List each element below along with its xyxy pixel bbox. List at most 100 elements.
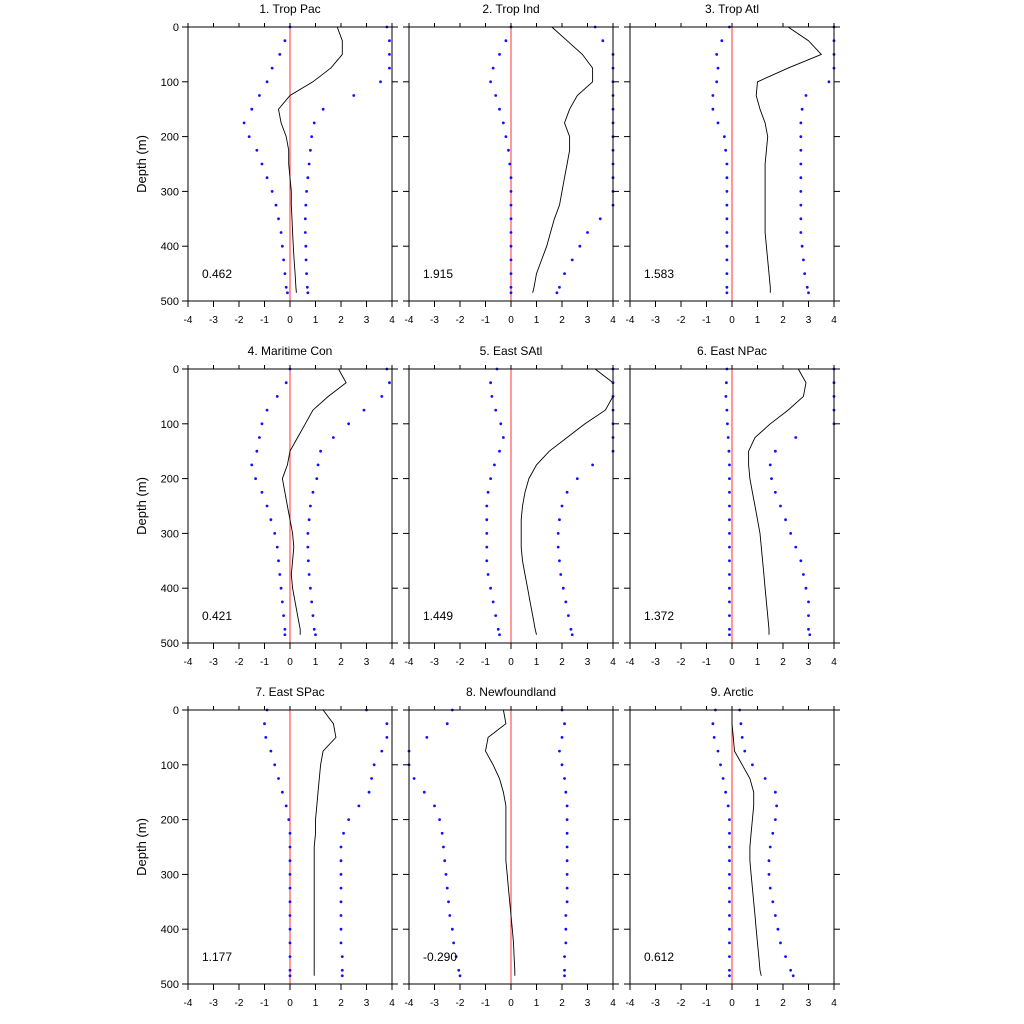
x-tick-label: 4 bbox=[610, 998, 616, 1009]
upper-bound-point bbox=[307, 573, 311, 576]
upper-bound-point bbox=[807, 291, 810, 295]
y-tick-label: 100 bbox=[161, 760, 179, 772]
x-tick-label: -1 bbox=[481, 315, 490, 326]
lower-bound-point bbox=[258, 94, 261, 97]
lower-bound-point bbox=[273, 763, 277, 767]
upper-bound-point bbox=[794, 545, 798, 549]
lower-bound-point bbox=[721, 777, 725, 780]
panel-annotation: 0.612 bbox=[644, 950, 674, 964]
upper-bound-point bbox=[306, 559, 310, 563]
upper-bound-point bbox=[372, 763, 376, 767]
lower-bound-point bbox=[260, 490, 264, 494]
mean-profile-line bbox=[281, 368, 347, 635]
upper-bound-point bbox=[306, 291, 310, 295]
panel-1: 1. Trop Pac 0 100 200 300 400 500 -4 -3 -2 -1 0 1 2 3 4… bbox=[134, 2, 398, 326]
lower-bound-point bbox=[286, 291, 289, 295]
lower-bound-point bbox=[269, 749, 273, 753]
upper-bound-point bbox=[569, 627, 573, 631]
x-tick-label: -4 bbox=[184, 315, 193, 326]
x-tick-label: 0 bbox=[287, 315, 293, 326]
upper-bound-point bbox=[339, 859, 343, 863]
lower-bound-point bbox=[283, 39, 287, 43]
y-tick-label: 300 bbox=[161, 528, 179, 540]
lower-bound-point bbox=[728, 614, 731, 617]
lower-bound-point bbox=[716, 66, 720, 70]
upper-bound-point bbox=[304, 244, 308, 248]
upper-bound-point bbox=[380, 749, 384, 753]
upper-bound-point bbox=[565, 818, 569, 821]
lower-bound-point bbox=[440, 831, 444, 835]
lower-bound-point bbox=[288, 845, 292, 849]
panel-4: 4. Maritime Con 0 100 200 300 400 500 -4 -3 -2 -1 0… bbox=[134, 344, 398, 668]
x-tick-label: 1 bbox=[534, 998, 540, 1009]
lower-bound-point bbox=[288, 941, 292, 945]
lower-bound-point bbox=[277, 559, 280, 563]
lower-bound-point bbox=[260, 162, 264, 166]
upper-bound-point bbox=[339, 914, 343, 917]
lower-bound-point bbox=[280, 244, 284, 248]
x-tick-label: 3 bbox=[364, 657, 370, 668]
lower-bound-point bbox=[288, 873, 292, 876]
lower-bound-point bbox=[279, 586, 283, 590]
lower-bound-point bbox=[288, 927, 292, 931]
upper-bound-point bbox=[799, 135, 803, 139]
mean-profile-line bbox=[731, 710, 762, 976]
panel-6: 6. East NPac -4 -3 -2 -1 0 1 2 3 4 1.372 bbox=[624, 344, 840, 668]
y-tick-label: 100 bbox=[161, 77, 179, 89]
upper-bound-point bbox=[303, 217, 307, 221]
upper-bound-point bbox=[773, 914, 777, 917]
lower-bound-point bbox=[504, 39, 508, 43]
upper-bound-point bbox=[804, 94, 808, 97]
upper-bound-point bbox=[560, 736, 564, 739]
x-tick-label: -4 bbox=[626, 998, 635, 1009]
lower-bound-point bbox=[728, 873, 731, 876]
lower-bound-point bbox=[280, 790, 284, 794]
lower-bound-point bbox=[509, 190, 513, 193]
upper-bound-point bbox=[808, 633, 812, 637]
lower-bound-point bbox=[728, 914, 731, 917]
upper-bound-point bbox=[558, 518, 561, 522]
lower-bound-point bbox=[508, 162, 512, 166]
x-tick-label: -1 bbox=[260, 315, 269, 326]
x-tick-label: -2 bbox=[456, 315, 465, 326]
x-tick-label: 1 bbox=[755, 998, 761, 1009]
lower-bound-point bbox=[288, 974, 292, 978]
lower-bound-point bbox=[274, 203, 278, 207]
upper-bound-point bbox=[773, 490, 777, 494]
upper-bound-point bbox=[319, 449, 322, 453]
upper-bound-point bbox=[379, 80, 382, 84]
upper-bound-point bbox=[773, 790, 777, 794]
panel-annotation: 0.421 bbox=[202, 609, 232, 623]
x-tick-label: -3 bbox=[430, 998, 439, 1009]
lower-bound-point bbox=[280, 600, 284, 604]
lower-bound-point bbox=[725, 285, 729, 289]
upper-bound-point bbox=[339, 900, 343, 904]
lower-bound-point bbox=[250, 463, 254, 467]
x-tick-label: 4 bbox=[389, 657, 395, 668]
panel-annotation: 1.449 bbox=[423, 609, 453, 623]
x-tick-label: 1 bbox=[313, 315, 319, 326]
lower-bound-point bbox=[728, 477, 731, 480]
x-tick-label: 2 bbox=[559, 998, 565, 1009]
lower-bound-point bbox=[725, 272, 729, 275]
x-tick-label: -1 bbox=[702, 315, 711, 326]
upper-bound-point bbox=[794, 436, 798, 439]
upper-bound-point bbox=[304, 258, 308, 262]
upper-bound-point bbox=[560, 504, 564, 508]
y-tick-label: 0 bbox=[173, 22, 179, 34]
x-tick-label: 2 bbox=[338, 998, 344, 1009]
upper-bound-point bbox=[751, 763, 754, 767]
upper-bound-point bbox=[805, 285, 809, 289]
lower-bound-point bbox=[448, 914, 452, 917]
lower-bound-point bbox=[425, 736, 429, 739]
lower-bound-point bbox=[728, 586, 731, 590]
lower-bound-point bbox=[489, 80, 492, 84]
lower-bound-point bbox=[458, 974, 462, 978]
upper-bound-point bbox=[563, 722, 566, 726]
lower-bound-point bbox=[489, 381, 492, 385]
lower-bound-point bbox=[485, 518, 489, 522]
upper-bound-point bbox=[311, 490, 315, 494]
upper-bound-point bbox=[789, 532, 793, 535]
lower-bound-point bbox=[445, 886, 449, 890]
lower-bound-point bbox=[265, 504, 269, 508]
